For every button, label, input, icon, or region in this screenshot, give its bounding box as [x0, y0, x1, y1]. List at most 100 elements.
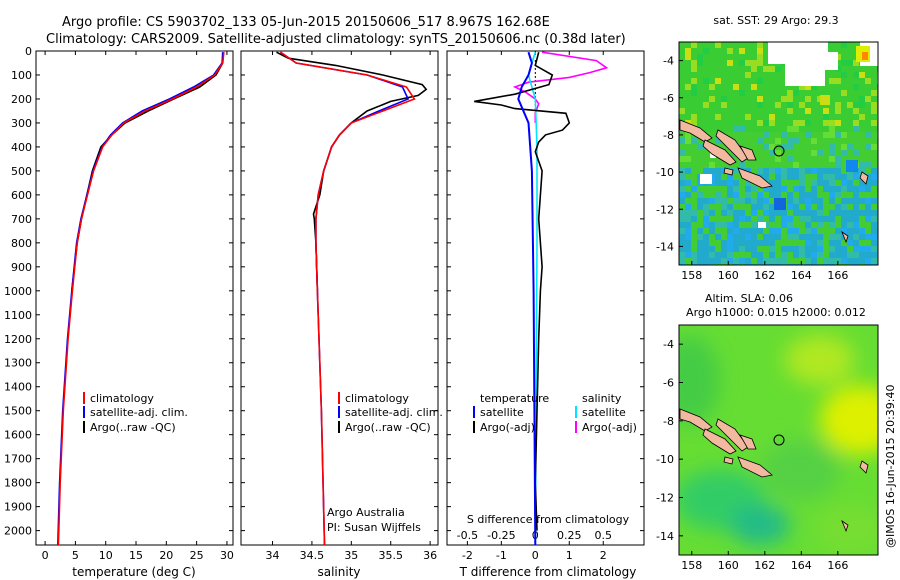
sst-cell: [841, 246, 847, 252]
sst-cell: [859, 258, 865, 264]
sst-cell: [871, 108, 877, 114]
sst-cell: [799, 120, 805, 126]
sst-cell: [757, 60, 763, 66]
sst-cell: [715, 78, 721, 84]
sst-cell: [733, 168, 739, 174]
sst-cell: [751, 252, 757, 258]
x-tick-label: 36: [423, 549, 437, 562]
y-tick-label: -4: [663, 55, 674, 68]
sst-cell: [709, 84, 715, 90]
x-tick-label: 160: [718, 559, 739, 572]
y-tick-label: 1800: [4, 477, 32, 490]
sst-cell: [871, 198, 877, 204]
sst-cell: [787, 192, 793, 198]
sst-map: sat. SST: 29 Argo: 29.3 158 160 162 164 166 -…: [656, 14, 879, 282]
temperature-panel: 0100200300400500600700800900100011001200…: [4, 45, 234, 579]
sst-cell: [847, 174, 853, 180]
y-tick-label: 1400: [4, 381, 32, 394]
sst-cell: [853, 186, 859, 192]
y-tick-label: 1000: [4, 285, 32, 298]
sst-cell: [763, 120, 769, 126]
sst-cell: [679, 252, 685, 258]
sst-cell: [691, 84, 697, 90]
series-line: [474, 52, 571, 531]
y-tick-label: 1500: [4, 405, 32, 418]
sst-cell: [781, 144, 787, 150]
sst-cell: [829, 132, 835, 138]
sst-cell: [817, 234, 823, 240]
sst-cell: [715, 168, 721, 174]
sst-cell: [793, 126, 799, 132]
sst-cell: [799, 186, 805, 192]
x-tick-label: 35: [344, 549, 358, 562]
sst-cell: [859, 114, 865, 120]
sst-cell: [871, 180, 877, 186]
sst-cell: [763, 144, 769, 150]
sst-cell: [685, 192, 691, 198]
sst-cell: [721, 96, 727, 102]
sst-cell: [781, 132, 787, 138]
x-tick-label: 162: [754, 269, 775, 282]
island-shape: [723, 456, 734, 465]
sst-cell: [841, 216, 847, 222]
sst-cell: [709, 258, 715, 264]
sst-cell: [703, 78, 709, 84]
sst-cell: [847, 102, 853, 108]
t-difference-label: T difference from climatology: [459, 565, 637, 579]
sst-cell: [781, 174, 787, 180]
y-tick-label: 2000: [4, 525, 32, 538]
s-tick-label: -0.25: [487, 529, 515, 542]
sst-cell: [793, 168, 799, 174]
sst-cell: [727, 234, 733, 240]
annotation-pi: PI: Susan Wijffels: [327, 521, 421, 534]
sst-cell: [811, 252, 817, 258]
sst-cell: [751, 186, 757, 192]
island-shape: [859, 171, 869, 185]
sst-cell: [691, 90, 697, 96]
sst-cell: [715, 138, 721, 144]
sst-cell: [859, 234, 865, 240]
sst-cell: [799, 246, 805, 252]
y-tick-label: -12: [656, 492, 674, 505]
sst-cell: [859, 162, 865, 168]
sst-cell: [853, 108, 859, 114]
island-shape: [715, 418, 749, 452]
sst-cell: [697, 54, 703, 60]
sst-cell: [811, 240, 817, 246]
sst-cell: [703, 210, 709, 216]
x-tick-label: 158: [681, 559, 702, 572]
sst-cell: [685, 84, 691, 90]
sst-cell: [817, 246, 823, 252]
sst-cell: [847, 216, 853, 222]
x-tick-label: 158: [681, 269, 702, 282]
sst-cell: [751, 222, 757, 228]
sst-cell: [703, 252, 709, 258]
sst-cell: [685, 54, 691, 60]
salinity-legend: climatology satellite-adj. clim. Argo(..…: [338, 392, 443, 434]
sst-cell: [745, 258, 751, 264]
sst-cell: [721, 258, 727, 264]
sst-cell: [679, 192, 685, 198]
sst-cell: [805, 96, 811, 102]
sst-cell: [697, 228, 703, 234]
sst-cell: [823, 168, 829, 174]
sst-cell: [853, 192, 859, 198]
sst-cell: [721, 204, 727, 210]
sst-cell: [853, 126, 859, 132]
sst-cell: [829, 234, 835, 240]
sst-cell: [811, 168, 817, 174]
x-tick-label: -2: [462, 549, 473, 562]
sst-cell: [775, 102, 781, 108]
sst-cell: [841, 258, 847, 264]
sst-cell: [793, 186, 799, 192]
sst-cell: [763, 66, 769, 72]
sst-cell: [739, 90, 745, 96]
sst-cell: [775, 228, 781, 234]
sst-cell: [715, 252, 721, 258]
sst-cell: [679, 222, 685, 228]
sst-cell: [739, 228, 745, 234]
sst-cell: [853, 204, 859, 210]
sst-cell: [805, 210, 811, 216]
sst-cell: [865, 216, 871, 222]
sst-cell: [769, 144, 775, 150]
